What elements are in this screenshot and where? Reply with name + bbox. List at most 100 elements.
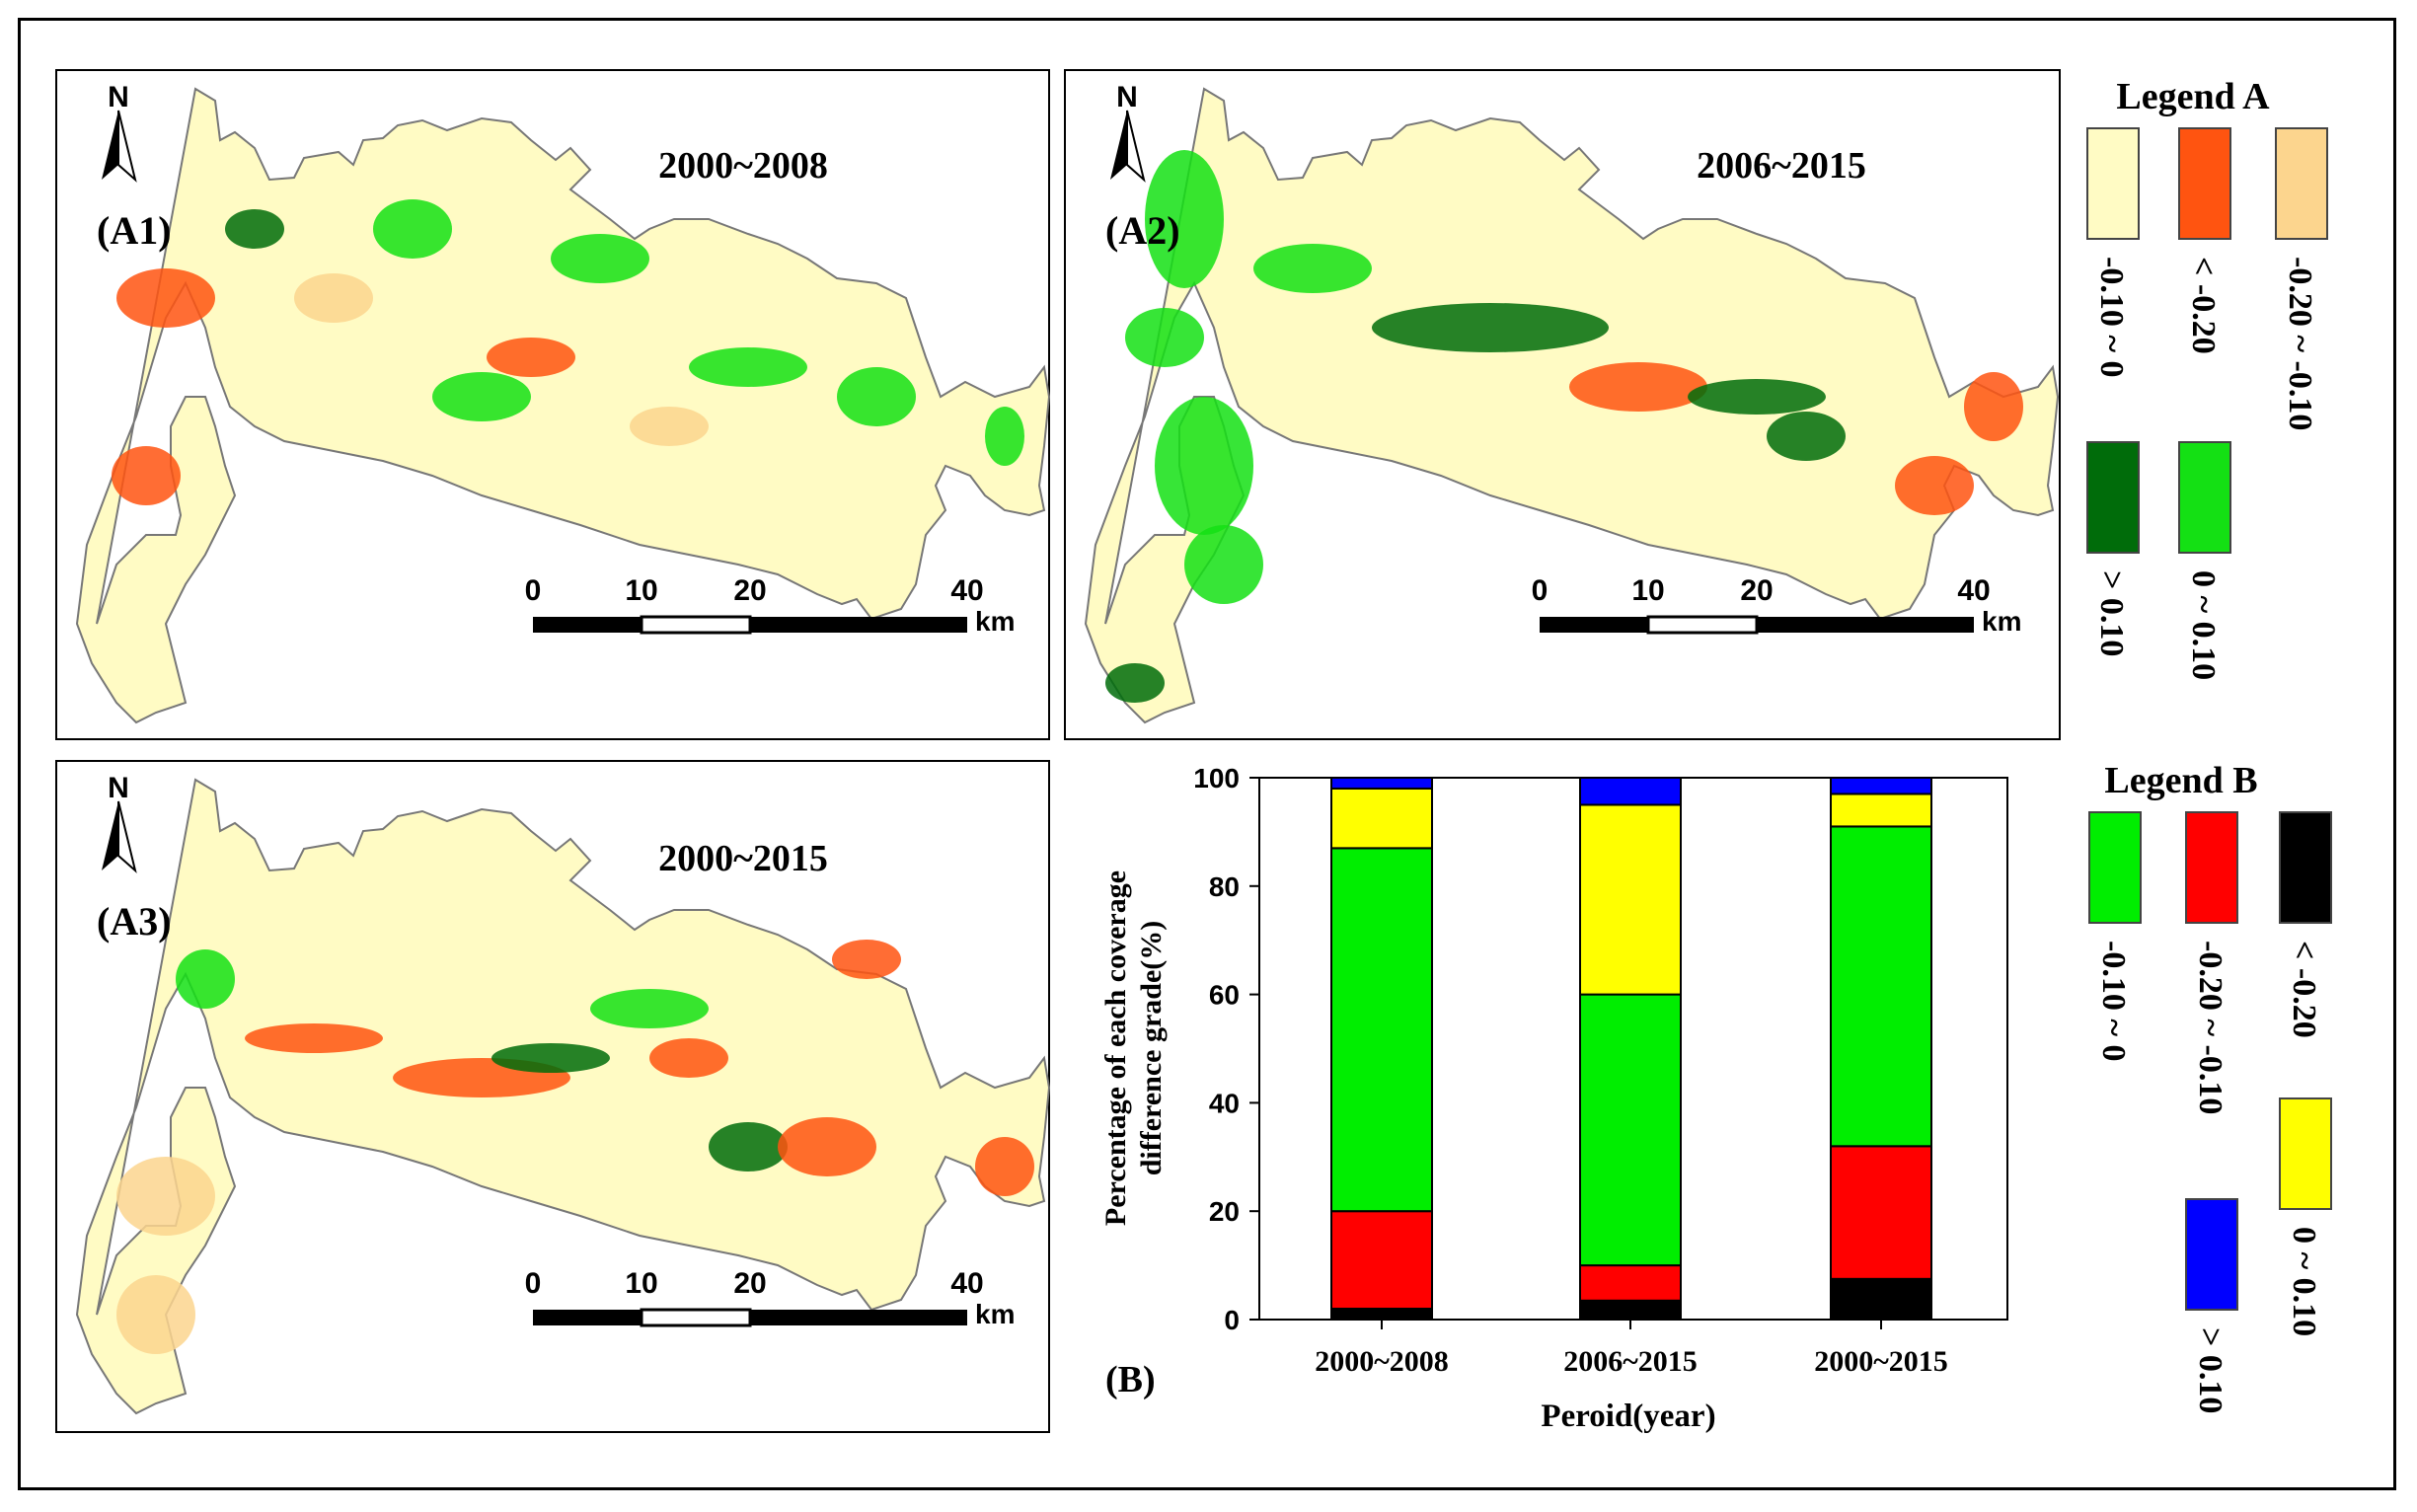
legend-label: 0 ~ 0.10 xyxy=(2185,570,2222,680)
coverage-patch xyxy=(1105,663,1165,703)
x-tick-label: 2006~2015 xyxy=(1563,1345,1698,1378)
north-label: N xyxy=(108,772,129,804)
scale-unit: km xyxy=(1982,606,2021,637)
north-arrow-icon xyxy=(1110,110,1146,183)
legend-label: 0 ~ 0.10 xyxy=(2286,1227,2322,1336)
y-tick-label: 100 xyxy=(1193,763,1240,794)
coverage-patch xyxy=(225,209,284,249)
bar-segment xyxy=(1330,847,1433,1213)
bar-segment xyxy=(1330,777,1433,790)
coverage-patch xyxy=(709,1122,788,1172)
scale-tick-label: 10 xyxy=(625,1267,657,1300)
map-panel-a2: N (A2) 2006~2015 0 10 20 40 km xyxy=(1064,69,2061,740)
north-label: N xyxy=(108,81,129,113)
scale-tick-label: 20 xyxy=(733,574,766,607)
coverage-patch xyxy=(373,199,452,259)
scale-bar xyxy=(533,1308,967,1327)
scale-tick-label: 40 xyxy=(950,574,983,607)
coverage-patch xyxy=(112,446,181,505)
coverage-patch xyxy=(551,234,649,283)
map-period: 2000~2015 xyxy=(658,838,828,879)
legend-swatch xyxy=(2088,811,2142,924)
legend-label: -0.10 ~ 0 xyxy=(2095,941,2132,1062)
legend-swatch xyxy=(2185,1198,2238,1311)
map-label: (A1) xyxy=(97,208,172,253)
coverage-patch xyxy=(649,1038,728,1078)
legend-swatch xyxy=(2178,441,2231,554)
coverage-patch xyxy=(1569,362,1707,412)
coverage-patch xyxy=(1372,303,1609,352)
coverage-patch xyxy=(116,1275,195,1354)
legend-label: < -0.20 xyxy=(2185,257,2222,354)
land-area xyxy=(75,87,1051,724)
legend-label: > 0.10 xyxy=(2093,570,2130,656)
scale-tick-label: 20 xyxy=(1740,574,1773,607)
y-axis-label: Percentage of each coverage difference gr… xyxy=(1099,870,1168,1226)
coverage-patch xyxy=(116,1157,215,1236)
panel-label-b: (B) xyxy=(1105,1359,1156,1400)
bar-segment xyxy=(1579,803,1682,996)
coverage-patch xyxy=(1145,150,1224,288)
coverage-patch xyxy=(116,268,215,328)
bar-segment xyxy=(1330,1210,1433,1311)
coverage-patch xyxy=(590,989,709,1028)
coverage-patch xyxy=(985,407,1024,466)
scale-unit: km xyxy=(975,1299,1015,1329)
coverage-patch xyxy=(837,367,916,426)
map-panel-a1: N (A1) 2000~2008 0 10 20 40 km xyxy=(55,69,1051,740)
coverage-patch xyxy=(294,273,373,323)
legend-swatch xyxy=(2279,811,2332,924)
coverage-patch xyxy=(778,1117,876,1176)
legend-a-title: Legend A xyxy=(2116,76,2270,117)
coverage-patch xyxy=(1253,244,1372,293)
scale-tick-label: 0 xyxy=(525,574,542,607)
map-label: (A2) xyxy=(1105,208,1180,253)
scale-tick-label: 10 xyxy=(625,574,657,607)
y-tick-label: 0 xyxy=(1224,1305,1240,1335)
land-area xyxy=(75,778,1051,1415)
coverage-patch xyxy=(1964,372,2023,441)
scale-tick-label: 40 xyxy=(1957,574,1990,607)
map-period: 2006~2015 xyxy=(1697,145,1866,187)
legend-label: < -0.20 xyxy=(2286,941,2322,1038)
coverage-patch xyxy=(689,347,807,387)
bar-segment xyxy=(1579,993,1682,1267)
x-tick-label: 2000~2008 xyxy=(1315,1345,1449,1378)
coverage-patch xyxy=(1688,379,1826,415)
legend-b-title: Legend B xyxy=(2104,760,2257,801)
figure-frame xyxy=(18,18,2396,1490)
scale-tick-label: 20 xyxy=(733,1267,766,1300)
map-label: (A3) xyxy=(97,899,172,944)
bar-segment xyxy=(1830,825,1932,1148)
legend-label: -0.10 ~ 0 xyxy=(2093,257,2130,378)
y-tick-label: 80 xyxy=(1209,871,1240,902)
y-tick-label: 20 xyxy=(1209,1196,1240,1227)
legend-swatch xyxy=(2279,1097,2332,1210)
scale-tick-label: 10 xyxy=(1631,574,1664,607)
scale-unit: km xyxy=(975,606,1015,637)
legend-swatch xyxy=(2185,811,2238,924)
coverage-patch xyxy=(832,940,901,979)
legend-label: > 0.10 xyxy=(2192,1327,2228,1413)
coverage-patch xyxy=(975,1137,1034,1196)
x-tick-label: 2000~2015 xyxy=(1814,1345,1948,1378)
coverage-patch xyxy=(491,1043,610,1073)
bar-segment xyxy=(1830,1145,1932,1280)
coverage-patch xyxy=(245,1023,383,1053)
north-arrow-icon xyxy=(102,800,137,873)
coverage-patch xyxy=(432,372,531,421)
map-period: 2000~2008 xyxy=(658,145,828,187)
map-panel-a3: N (A3) 2000~2015 0 10 20 40 km xyxy=(55,760,1051,1433)
y-tick-label: 60 xyxy=(1209,980,1240,1011)
north-arrow-icon xyxy=(102,110,137,183)
coverage-patch xyxy=(1184,525,1263,604)
legend-swatch xyxy=(2178,127,2231,240)
coverage-patch xyxy=(1895,456,1974,515)
coverage-patch xyxy=(1155,397,1253,535)
x-axis-label: Peroid(year) xyxy=(1541,1399,1715,1434)
